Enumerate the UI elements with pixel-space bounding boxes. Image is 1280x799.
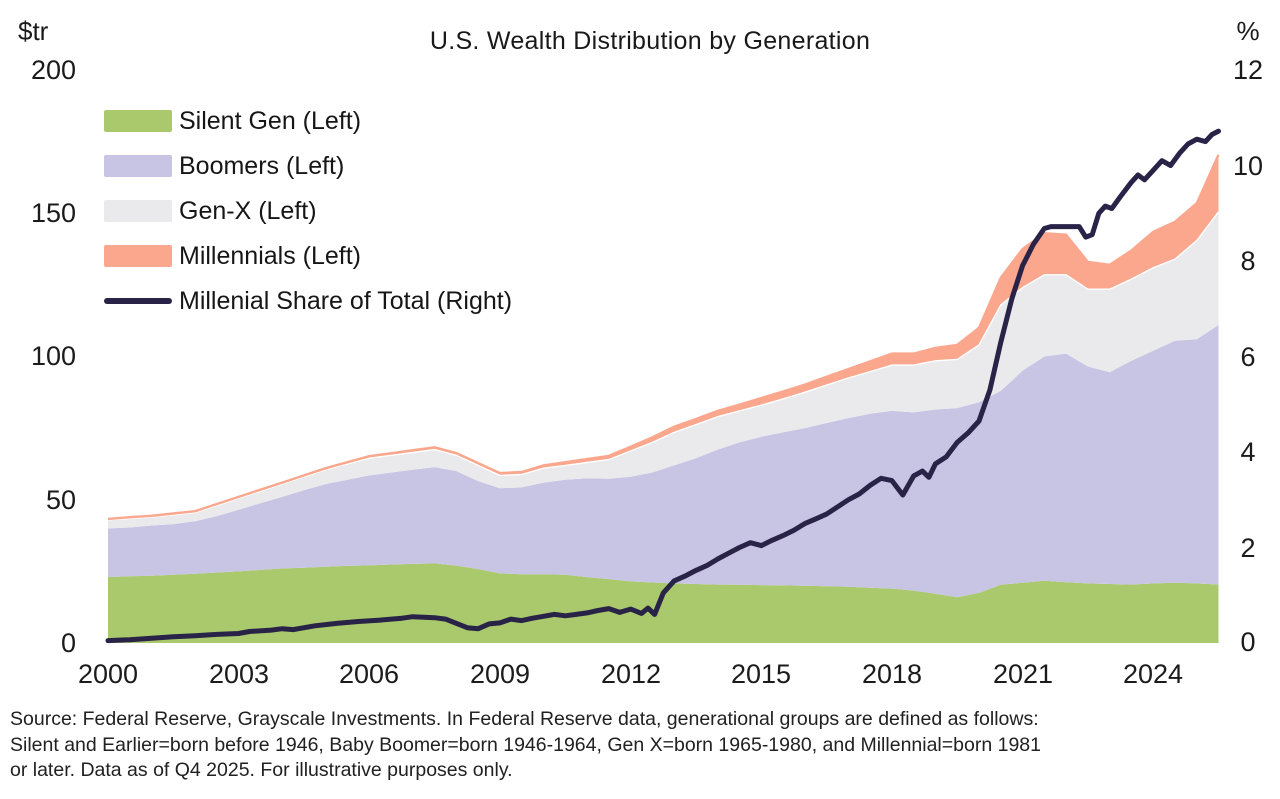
x-axis-tick: 2021: [992, 659, 1054, 689]
legend-item-silent-gen: Silent Gen (Left): [104, 107, 512, 135]
legend-item-boomers: Boomers (Left): [104, 152, 512, 180]
source-note-line: or later. Data as of Q4 2025. For illust…: [10, 759, 513, 781]
legend-item-millennials: Millennials (Left): [104, 242, 512, 270]
x-axis-tick: 2015: [730, 659, 792, 689]
left-axis-tick: 50: [45, 485, 76, 515]
source-note-line: Source: Federal Reserve, Grayscale Inves…: [10, 708, 1039, 730]
x-axis-tick: 2006: [338, 659, 400, 689]
boomers-swatch: [104, 155, 172, 177]
source-note-line: Silent and Earlier=born before 1946, Bab…: [10, 733, 1041, 756]
left-axis-tick: 100: [30, 341, 76, 371]
x-axis-tick: 2000: [77, 659, 139, 689]
millennial-share-line-swatch: [104, 298, 172, 304]
x-axis-tick: 2003: [208, 659, 270, 689]
right-axis-tick: 10: [1232, 151, 1264, 181]
right-axis-tick: 0: [1240, 627, 1256, 657]
legend-item-gen-x: Gen-X (Left): [104, 197, 512, 225]
right-axis-tick: 4: [1240, 437, 1256, 467]
chart-title: U.S. Wealth Distribution by Generation: [429, 27, 871, 55]
legend-label: Gen-X (Left): [179, 196, 317, 225]
legend-label: Millenial Share of Total (Right): [179, 286, 513, 315]
x-axis-tick: 2018: [861, 659, 923, 689]
silent-gen-swatch: [104, 110, 172, 132]
source-note: Source: Federal Reserve, Grayscale Inves…: [10, 707, 1252, 784]
left-axis-tick: 0: [60, 628, 76, 658]
legend-item-millennial-share: Millenial Share of Total (Right): [104, 287, 512, 315]
millennials-swatch: [104, 245, 172, 267]
right-axis-tick: 12: [1232, 55, 1264, 85]
legend-label: Silent Gen (Left): [179, 106, 362, 135]
x-axis-tick: 2012: [600, 659, 662, 689]
legend-label: Millennials (Left): [179, 241, 362, 270]
right-axis-tick: 8: [1240, 246, 1256, 276]
left-axis-tick: 200: [30, 55, 76, 85]
x-axis-tick: 2009: [469, 659, 531, 689]
gen-x-swatch: [104, 200, 172, 222]
x-axis-tick: 2024: [1122, 659, 1184, 689]
right-axis-unit: %: [1236, 16, 1260, 46]
legend: Silent Gen (Left) Boomers (Left) Gen-X (…: [104, 107, 512, 335]
legend-label: Boomers (Left): [179, 151, 345, 180]
left-axis-unit: $tr: [18, 16, 49, 46]
right-axis-tick: 2: [1240, 533, 1256, 563]
left-axis-tick: 150: [30, 198, 76, 228]
right-axis-tick: 6: [1240, 342, 1256, 372]
